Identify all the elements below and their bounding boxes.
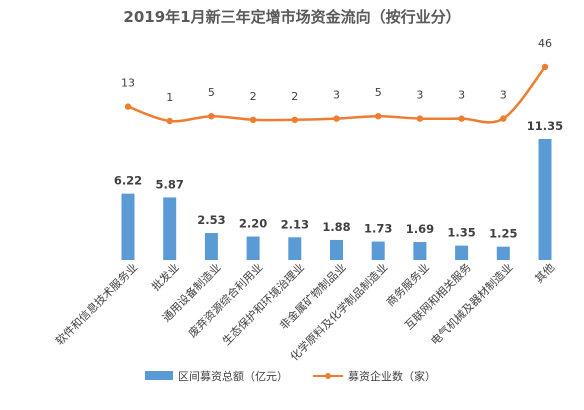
bar-10	[538, 139, 552, 260]
bar-6	[371, 241, 385, 260]
legend: 区间募资总额（亿元） 募资企业数（家）	[145, 369, 436, 383]
bar-4	[288, 237, 302, 260]
line-value-labels: 13 1 5 2 2 3 5 3 3 3 46	[121, 37, 552, 104]
bar-value-label-0: 6.22	[114, 174, 142, 188]
line-value-label-8: 3	[458, 89, 465, 102]
line-point-8	[458, 115, 465, 122]
category-label-1: 批发业	[149, 260, 182, 293]
line-value-label-3: 2	[250, 90, 257, 103]
legend-bar-label: 区间募资总额（亿元）	[178, 369, 288, 383]
chart-title: 2019年1月新三年定增市场资金流向（按行业分）	[123, 8, 460, 26]
bar-value-label-3: 2.20	[239, 217, 267, 231]
line-point-0	[124, 103, 132, 110]
line-point-4	[291, 116, 298, 124]
line-value-label-9: 3	[500, 89, 507, 102]
line-point-9	[500, 115, 507, 122]
bar-value-label-10: 11.35	[527, 119, 563, 133]
legend-bar-swatch	[145, 371, 173, 380]
bar-1	[163, 197, 177, 260]
bar-value-label-2: 2.53	[197, 213, 225, 227]
bar-value-label-4: 2.13	[281, 217, 309, 231]
line-point-7	[416, 115, 424, 122]
category-label-4: 生态保护和环境治理业	[219, 260, 307, 348]
line-value-label-4: 2	[291, 90, 298, 103]
category-label-3: 废弃资源综合利用业	[185, 260, 265, 340]
bar-value-label-7: 1.69	[406, 222, 434, 236]
bar-2	[204, 233, 218, 260]
bar-0	[121, 193, 135, 260]
line-series	[124, 63, 549, 125]
legend-line-marker	[325, 373, 331, 379]
bar-value-labels: 6.22 5.87 2.53 2.20 2.13 1.88 1.73 1.69 1.35 1.25…	[114, 119, 563, 241]
bar-value-label-5: 1.88	[322, 220, 350, 234]
line-point-3	[249, 116, 257, 124]
line-value-label-1: 1	[166, 91, 173, 104]
line-value-label-7: 3	[416, 89, 423, 102]
line-point-5	[333, 115, 340, 122]
legend-line-label: 募资企业数（家）	[348, 369, 436, 383]
line-point-6	[375, 113, 382, 120]
category-axis-labels: 软件和信息技术服务业 批发业通用设备制造业废弃资源综合利用业生态保护和环境治理业非…	[52, 260, 557, 363]
bar-5	[330, 239, 343, 260]
line-value-label-2: 5	[208, 86, 215, 99]
category-label-10: 其他	[532, 261, 557, 286]
bar-value-label-8: 1.35	[447, 226, 475, 240]
bar-value-label-1: 5.87	[156, 177, 184, 191]
line-value-label-0: 13	[121, 77, 135, 90]
bar-8	[455, 245, 469, 260]
line-value-label-6: 5	[375, 86, 382, 99]
category-label-9: 电气机械及器材制造业	[428, 260, 516, 348]
bar-value-label-6: 1.73	[364, 222, 392, 236]
bar-value-label-9: 1.25	[489, 227, 517, 241]
line-point-10	[541, 63, 549, 71]
category-label-0: 软件和信息技术服务业	[52, 260, 140, 348]
bar-series	[121, 139, 552, 260]
line-value-label-5: 3	[333, 89, 340, 102]
line-value-label-10: 46	[538, 37, 552, 50]
bar-3	[246, 236, 260, 260]
line-point-1	[166, 117, 173, 125]
bar-9	[496, 246, 510, 260]
bar-7	[413, 241, 427, 260]
line-point-2	[208, 113, 215, 120]
